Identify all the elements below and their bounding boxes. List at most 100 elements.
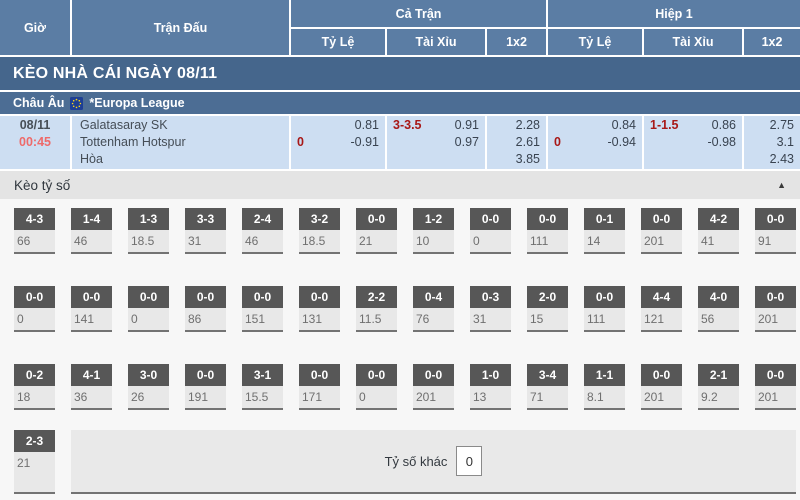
half-under-odds[interactable]: -0.98	[707, 135, 737, 149]
score-odd-cell[interactable]: 0-0 91	[755, 208, 796, 254]
score-odd-cell[interactable]: 1-4 46	[71, 208, 112, 254]
full-overunder-cell[interactable]: 3-3.5 0.91 0.97	[387, 116, 485, 169]
full-handicap-home-odds[interactable]: 0.81	[354, 118, 379, 132]
score-odd-cell[interactable]: 4-1 36	[71, 364, 112, 410]
score-odd-cell[interactable]: 0-2 18	[14, 364, 55, 410]
score-label[interactable]: 1-2	[413, 208, 454, 230]
score-label[interactable]: 0-0	[185, 364, 226, 386]
score-label[interactable]: 0-0	[242, 286, 283, 308]
score-odd-cell[interactable]: 2-3 21	[14, 430, 55, 494]
score-label[interactable]: 0-0	[356, 208, 397, 230]
score-odd-cell[interactable]: 1-1 8.1	[584, 364, 625, 410]
collapse-icon[interactable]: ▲	[777, 180, 786, 190]
score-label[interactable]: 0-0	[755, 286, 796, 308]
score-label[interactable]: 3-0	[128, 364, 169, 386]
score-label[interactable]: 1-0	[470, 364, 511, 386]
score-label[interactable]: 0-0	[527, 208, 568, 230]
score-odd-cell[interactable]: 0-0 86	[185, 286, 226, 332]
score-label[interactable]: 1-3	[128, 208, 169, 230]
score-label[interactable]: 4-0	[698, 286, 739, 308]
score-odd-cell[interactable]: 4-4 121	[641, 286, 682, 332]
full-over-odds[interactable]: 0.91	[454, 118, 479, 132]
score-odd-cell[interactable]: 0-0 141	[71, 286, 112, 332]
score-label[interactable]: 0-0	[299, 364, 340, 386]
score-label[interactable]: 0-0	[470, 208, 511, 230]
score-label[interactable]: 2-2	[356, 286, 397, 308]
full-handicap-cell[interactable]: 0.81 0 -0.91	[291, 116, 385, 169]
score-odd-cell[interactable]: 0-0 131	[299, 286, 340, 332]
score-label[interactable]: 0-0	[584, 286, 625, 308]
score-odd-cell[interactable]: 0-3 31	[470, 286, 511, 332]
score-odd-cell[interactable]: 3-1 15.5	[242, 364, 283, 410]
score-odd-cell[interactable]: 4-0 56	[698, 286, 739, 332]
score-label[interactable]: 2-3	[14, 430, 55, 452]
score-odd-cell[interactable]: 0-0 151	[242, 286, 283, 332]
full-1x2-home-odds[interactable]: 2.28	[515, 118, 540, 132]
score-label[interactable]: 0-0	[356, 364, 397, 386]
half-1x2-away-odds[interactable]: 3.1	[776, 135, 794, 149]
score-label[interactable]: 2-1	[698, 364, 739, 386]
half-overunder-cell[interactable]: 1-1.5 0.86 -0.98	[644, 116, 742, 169]
half-handicap-home-odds[interactable]: 0.84	[611, 118, 636, 132]
score-label[interactable]: 3-4	[527, 364, 568, 386]
score-odd-cell[interactable]: 1-2 10	[413, 208, 454, 254]
score-odd-cell[interactable]: 0-0 201	[755, 286, 796, 332]
half-1x2-draw-odds[interactable]: 2.43	[769, 152, 794, 166]
score-label[interactable]: 3-1	[242, 364, 283, 386]
score-odd-cell[interactable]: 4-3 66	[14, 208, 55, 254]
league-row[interactable]: Châu Âu *Europa League	[0, 92, 800, 114]
score-label[interactable]: 0-1	[584, 208, 625, 230]
score-label[interactable]: 0-0	[185, 286, 226, 308]
score-odd-cell[interactable]: 3-3 31	[185, 208, 226, 254]
score-label[interactable]: 3-2	[299, 208, 340, 230]
score-odd-cell[interactable]: 0-0 171	[299, 364, 340, 410]
score-label[interactable]: 0-3	[470, 286, 511, 308]
score-odd-cell[interactable]: 0-0 21	[356, 208, 397, 254]
score-label[interactable]: 0-0	[641, 364, 682, 386]
score-odd-cell[interactable]: 2-4 46	[242, 208, 283, 254]
score-odd-cell[interactable]: 0-0 0	[356, 364, 397, 410]
score-odd-cell[interactable]: 0-0 191	[185, 364, 226, 410]
score-label[interactable]: 4-2	[698, 208, 739, 230]
score-odd-cell[interactable]: 3-0 26	[128, 364, 169, 410]
score-label[interactable]: 0-0	[755, 364, 796, 386]
score-label[interactable]: 2-0	[527, 286, 568, 308]
score-odd-cell[interactable]: 0-0 111	[527, 208, 568, 254]
full-under-odds[interactable]: 0.97	[454, 135, 479, 149]
score-label[interactable]: 0-0	[71, 286, 112, 308]
score-odd-cell[interactable]: 1-0 13	[470, 364, 511, 410]
full-handicap-away-odds[interactable]: -0.91	[350, 135, 380, 149]
score-odd-cell[interactable]: 0-4 76	[413, 286, 454, 332]
match-teams-cell[interactable]: Galatasaray SK Tottenham Hotspur Hòa	[72, 116, 289, 169]
score-label[interactable]: 2-4	[242, 208, 283, 230]
score-label[interactable]: 4-4	[641, 286, 682, 308]
home-team-name[interactable]: Galatasaray SK	[80, 118, 168, 132]
half-1x2-cell[interactable]: 2.75 3.1 2.43	[744, 116, 800, 169]
half-1x2-home-odds[interactable]: 2.75	[769, 118, 794, 132]
score-odd-cell[interactable]: 0-0 201	[413, 364, 454, 410]
score-label[interactable]: 4-1	[71, 364, 112, 386]
score-label[interactable]: 0-2	[14, 364, 55, 386]
half-handicap-cell[interactable]: 0.84 0 -0.94	[548, 116, 642, 169]
score-label[interactable]: 0-0	[128, 286, 169, 308]
score-label[interactable]: 4-3	[14, 208, 55, 230]
score-odd-cell[interactable]: 0-0 0	[14, 286, 55, 332]
score-odd-cell[interactable]: 0-0 201	[641, 208, 682, 254]
score-label[interactable]: 3-3	[185, 208, 226, 230]
score-label[interactable]: 0-4	[413, 286, 454, 308]
score-odd-cell[interactable]: 0-0 111	[584, 286, 625, 332]
score-label[interactable]: 0-0	[299, 286, 340, 308]
full-1x2-draw-odds[interactable]: 3.85	[515, 152, 540, 166]
full-1x2-cell[interactable]: 2.28 2.61 3.85	[487, 116, 546, 169]
score-odd-cell[interactable]: 2-2 11.5	[356, 286, 397, 332]
score-label[interactable]: 0-0	[641, 208, 682, 230]
full-1x2-away-odds[interactable]: 2.61	[515, 135, 540, 149]
score-label[interactable]: 1-1	[584, 364, 625, 386]
other-score-input[interactable]	[456, 446, 483, 476]
score-odd-cell[interactable]: 0-0 201	[755, 364, 796, 410]
score-odd-cell[interactable]: 2-0 15	[527, 286, 568, 332]
score-odd-cell[interactable]: 0-1 14	[584, 208, 625, 254]
score-odd-cell[interactable]: 4-2 41	[698, 208, 739, 254]
half-over-odds[interactable]: 0.86	[711, 118, 736, 132]
score-label[interactable]: 0-0	[413, 364, 454, 386]
